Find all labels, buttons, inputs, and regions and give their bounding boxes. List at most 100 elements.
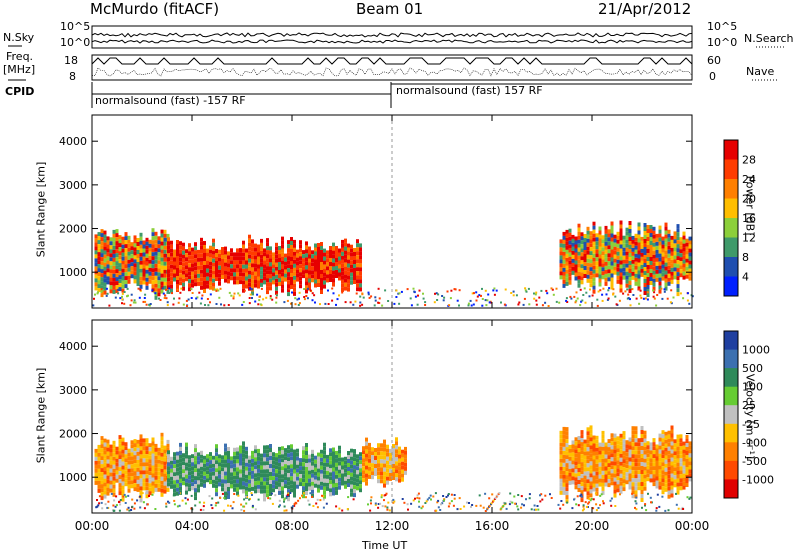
echo-cell xyxy=(646,233,650,237)
echo-cell xyxy=(583,475,587,480)
echo-cell xyxy=(160,488,164,493)
echo-cell xyxy=(94,472,98,477)
echo-cell xyxy=(109,249,113,254)
echo-cell xyxy=(308,482,311,487)
echo-cell xyxy=(103,262,107,267)
echo-cell xyxy=(595,249,599,254)
echo-cell xyxy=(170,468,173,473)
scatter-point xyxy=(178,297,181,300)
echo-cell xyxy=(652,258,656,263)
echo-cell xyxy=(112,452,116,457)
echo-cell xyxy=(215,253,218,257)
echo-cell xyxy=(188,247,191,252)
echo-cell xyxy=(371,467,374,472)
scatter-point xyxy=(549,493,551,496)
scatter-point xyxy=(661,495,664,498)
scatter-point xyxy=(191,292,194,294)
echo-cell xyxy=(356,283,359,288)
echo-cell xyxy=(398,454,401,459)
echo-cell xyxy=(100,269,104,274)
meta-strip-frame-1 xyxy=(91,54,693,81)
echo-cell xyxy=(610,281,614,286)
echo-cell xyxy=(109,261,113,266)
echo-cell xyxy=(628,237,632,241)
echo-cell xyxy=(139,438,143,443)
scatter-point xyxy=(136,499,139,502)
echo-cell xyxy=(284,468,287,473)
scatter-point xyxy=(663,288,666,291)
echo-cell xyxy=(604,458,608,463)
echo-cell xyxy=(344,286,347,291)
echo-cell xyxy=(173,480,176,485)
echo-cell xyxy=(347,271,350,276)
echo-cell xyxy=(203,285,206,289)
echo-cell xyxy=(329,250,332,254)
scatter-point xyxy=(121,298,124,301)
echo-cell xyxy=(278,250,281,254)
echo-cell xyxy=(583,242,587,246)
echo-cell xyxy=(601,450,605,455)
echo-cell xyxy=(203,273,206,277)
scatter-point xyxy=(484,492,487,495)
echo-cell xyxy=(640,430,644,434)
echo-cell xyxy=(197,480,200,485)
echo-cell xyxy=(338,477,341,482)
scatter-point xyxy=(679,292,682,295)
scatter-point xyxy=(303,298,306,301)
x-tick-label: 20:00 xyxy=(575,519,610,533)
echo-cell xyxy=(637,270,641,275)
echo-cell xyxy=(676,276,680,281)
echo-cell xyxy=(221,475,224,480)
echo-cell xyxy=(157,280,161,285)
echo-cell xyxy=(682,243,686,248)
echo-cell xyxy=(103,462,107,467)
echo-cell xyxy=(371,475,374,480)
echo-cell xyxy=(685,254,689,259)
echo-cell xyxy=(242,481,245,486)
scatter-point xyxy=(599,504,601,507)
echo-cell xyxy=(293,469,296,474)
scatter-point xyxy=(384,494,387,496)
echo-cell xyxy=(166,443,170,448)
echo-cell xyxy=(293,263,296,268)
echo-cell xyxy=(673,235,677,240)
echo-cell xyxy=(368,474,371,479)
echo-cell xyxy=(224,443,227,448)
echo-cell xyxy=(592,459,596,464)
echo-cell xyxy=(290,488,293,493)
scatter-point xyxy=(493,287,496,290)
echo-cell xyxy=(157,272,161,277)
echo-cell xyxy=(619,252,623,257)
scatter-point xyxy=(441,502,444,505)
echo-cell xyxy=(185,490,188,495)
echo-cell xyxy=(293,465,296,470)
echo-cell xyxy=(200,458,203,463)
echo-cell xyxy=(670,481,674,486)
scatter-point xyxy=(663,290,666,293)
echo-cell xyxy=(577,440,581,444)
echo-cell xyxy=(257,456,260,461)
echo-cell xyxy=(151,244,155,249)
echo-cell xyxy=(386,480,389,485)
echo-cell xyxy=(380,471,383,476)
scatter-point xyxy=(475,291,478,294)
scatter-point xyxy=(215,502,218,504)
echo-cell xyxy=(661,252,665,257)
echo-cell xyxy=(281,466,284,471)
echo-cell xyxy=(571,258,575,263)
colorbar-frame-1 xyxy=(723,330,739,499)
echo-cell xyxy=(154,267,158,272)
echo-cell xyxy=(661,268,665,273)
scatter-point xyxy=(612,293,614,296)
echo-cell xyxy=(667,454,671,459)
echo-cell xyxy=(320,290,323,294)
echo-cell xyxy=(106,276,110,281)
echo-cell xyxy=(139,434,143,439)
echo-cell xyxy=(248,282,251,287)
scatter-point xyxy=(533,292,535,295)
echo-cell xyxy=(133,235,137,240)
scatter-point xyxy=(528,493,531,496)
echo-cell xyxy=(625,444,629,449)
echo-cell xyxy=(94,282,98,287)
scatter-point xyxy=(298,291,301,294)
